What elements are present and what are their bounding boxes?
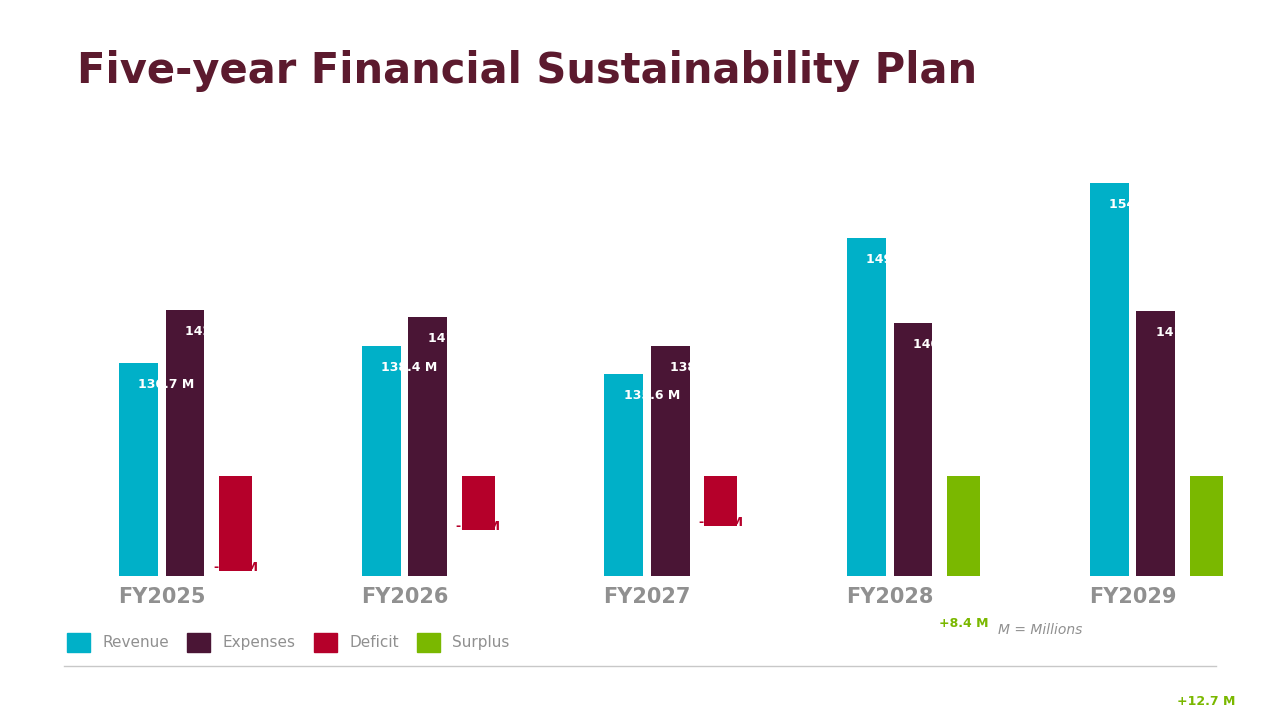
Text: Five-year Financial Sustainability Plan: Five-year Financial Sustainability Plan <box>77 50 977 92</box>
Bar <box>1189 476 1222 705</box>
Text: -2.8 M: -2.8 M <box>699 516 742 529</box>
Text: -3.0 M: -3.0 M <box>456 520 500 533</box>
Bar <box>893 323 932 720</box>
Text: 141.3 M: 141.3 M <box>428 332 484 345</box>
Text: 138.4 M: 138.4 M <box>381 361 438 374</box>
Text: 154.7 M: 154.7 M <box>1108 198 1166 211</box>
Bar <box>165 310 205 720</box>
Text: 149.2 M: 149.2 M <box>867 253 923 266</box>
Bar <box>847 238 886 720</box>
Text: M = Millions: M = Millions <box>998 624 1083 637</box>
Text: -5.3 M: -5.3 M <box>214 562 257 575</box>
Bar <box>362 346 401 720</box>
Text: 141.9 M: 141.9 M <box>1156 326 1212 339</box>
Text: 142.0 M: 142.0 M <box>186 325 242 338</box>
Text: 135.6 M: 135.6 M <box>623 390 680 402</box>
Text: +8.4 M: +8.4 M <box>938 617 988 631</box>
Bar <box>604 374 643 720</box>
Text: +12.7 M: +12.7 M <box>1178 695 1235 708</box>
Bar <box>1089 183 1129 720</box>
Text: 140.7 M: 140.7 M <box>913 338 969 351</box>
Bar <box>462 476 494 530</box>
Bar <box>1137 311 1175 720</box>
Text: 136.7 M: 136.7 M <box>138 379 195 392</box>
Bar <box>119 364 157 720</box>
Bar <box>652 346 690 720</box>
Bar <box>408 318 447 720</box>
Text: 138.4 M: 138.4 M <box>671 361 727 374</box>
Bar <box>219 476 252 572</box>
Bar <box>704 476 737 526</box>
Bar <box>947 476 980 627</box>
Legend: Revenue, Expenses, Deficit, Surplus: Revenue, Expenses, Deficit, Surplus <box>61 627 516 657</box>
